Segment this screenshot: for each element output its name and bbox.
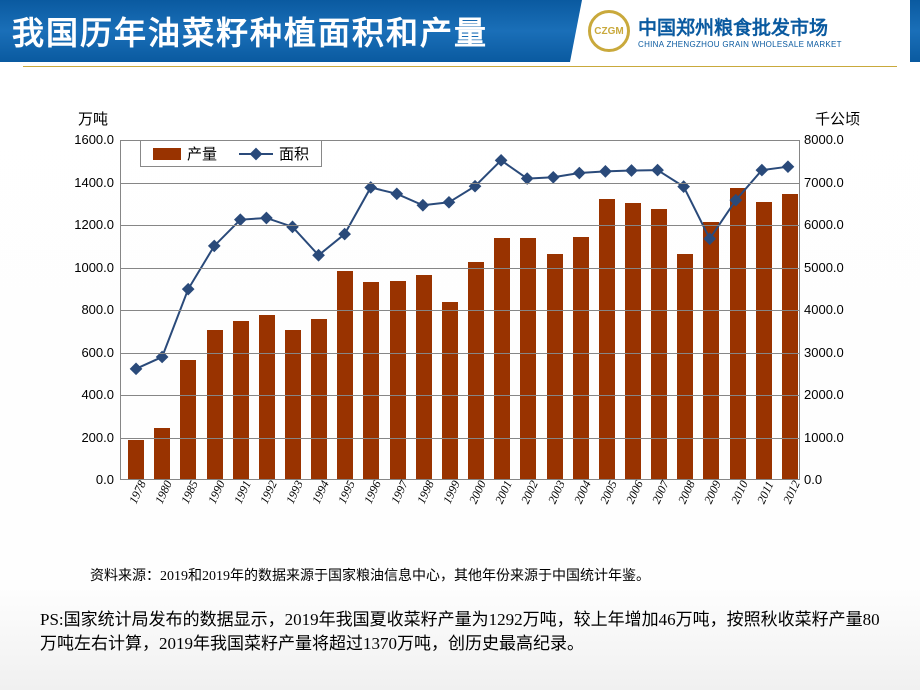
plot-area: 0.00.0200.01000.0400.02000.0600.03000.08… (120, 140, 800, 480)
source-note: 资料来源：2019和2019年的数据来源于国家粮油信息中心，其他年份来源于中国统… (90, 565, 650, 585)
line-marker (703, 232, 716, 245)
y-left-tick: 0.0 (59, 472, 114, 487)
line-path (136, 160, 788, 368)
y-left-label: 万吨 (78, 108, 108, 129)
line-marker (599, 165, 612, 178)
gridline (121, 353, 799, 354)
header-bar: 我国历年油菜籽种植面积和产量 CZGM 中国郑州粮食批发市场 CHINA ZHE… (0, 0, 920, 62)
line-marker (782, 160, 795, 173)
x-tick: 1995 (335, 478, 359, 506)
logo-text: 中国郑州粮食批发市场 CHINA ZHENGZHOU GRAIN WHOLESA… (638, 13, 842, 49)
x-tick: 1991 (231, 478, 255, 506)
y-right-tick: 5000.0 (804, 260, 859, 275)
x-tick: 2007 (649, 478, 673, 506)
y-left-tick: 1400.0 (59, 175, 114, 190)
gold-divider (23, 66, 897, 67)
line-marker (182, 283, 195, 296)
logo-icon: CZGM (588, 10, 630, 52)
y-right-tick: 7000.0 (804, 175, 859, 190)
line-marker (390, 187, 403, 200)
y-left-tick: 1000.0 (59, 260, 114, 275)
x-tick: 2008 (675, 478, 699, 506)
x-tick: 1990 (205, 478, 229, 506)
x-tick: 1978 (126, 478, 150, 506)
ps-note: PS:国家统计局发布的数据显示，2019年我国夏收菜籽产量为1292万吨，较上年… (40, 608, 880, 656)
x-tick: 2009 (701, 478, 725, 506)
x-tick: 2000 (466, 478, 490, 506)
y-right-tick: 2000.0 (804, 387, 859, 402)
x-tick: 1980 (152, 478, 176, 506)
gridline (121, 225, 799, 226)
legend-label-bar: 产量 (187, 143, 217, 164)
line-marker (443, 196, 456, 209)
x-tick: 1997 (388, 478, 412, 506)
y-right-tick: 3000.0 (804, 345, 859, 360)
x-tick: 2005 (597, 478, 621, 506)
slide: 我国历年油菜籽种植面积和产量 CZGM 中国郑州粮食批发市场 CHINA ZHE… (0, 0, 920, 690)
x-tick: 2010 (728, 478, 752, 506)
y-left-tick: 800.0 (59, 302, 114, 317)
x-tick: 2001 (492, 478, 516, 506)
y-right-tick: 0.0 (804, 472, 859, 487)
x-tick: 1994 (309, 478, 333, 506)
x-tick: 1985 (178, 478, 202, 506)
x-tick: 2002 (518, 478, 542, 506)
line-marker (651, 164, 664, 177)
x-tick: 1999 (440, 478, 464, 506)
line-marker (130, 362, 143, 375)
x-tick: 1998 (414, 478, 438, 506)
gridline (121, 395, 799, 396)
gridline (121, 268, 799, 269)
gridline (121, 438, 799, 439)
page-title: 我国历年油菜籽种植面积和产量 (12, 8, 488, 54)
logo-area: CZGM 中国郑州粮食批发市场 CHINA ZHENGZHOU GRAIN WH… (570, 0, 910, 62)
line-marker (417, 199, 430, 212)
x-tick: 2011 (754, 479, 777, 506)
logo-en: CHINA ZHENGZHOU GRAIN WHOLESALE MARKET (638, 40, 842, 49)
x-tick: 1993 (283, 478, 307, 506)
x-tick: 1996 (361, 478, 385, 506)
gridline (121, 183, 799, 184)
y-left-tick: 1200.0 (59, 217, 114, 232)
legend-item-bar: 产量 (153, 143, 217, 164)
legend: 产量 面积 (140, 140, 322, 167)
y-left-tick: 200.0 (59, 430, 114, 445)
y-left-tick: 600.0 (59, 345, 114, 360)
legend-label-line: 面积 (279, 143, 309, 164)
x-tick: 2012 (780, 478, 804, 506)
x-tick: 2003 (545, 478, 569, 506)
y-right-tick: 6000.0 (804, 217, 859, 232)
legend-item-line: 面积 (239, 143, 309, 164)
legend-swatch-bar (153, 148, 181, 160)
x-tick: 1992 (257, 478, 281, 506)
line-marker (573, 167, 586, 180)
y-right-label: 千公顷 (815, 108, 860, 129)
x-tick: 2006 (623, 478, 647, 506)
y-right-tick: 1000.0 (804, 430, 859, 445)
y-right-tick: 8000.0 (804, 132, 859, 147)
x-tick: 2004 (571, 478, 595, 506)
logo-cn: 中国郑州粮食批发市场 (638, 13, 842, 40)
y-right-tick: 4000.0 (804, 302, 859, 317)
y-left-tick: 1600.0 (59, 132, 114, 147)
legend-swatch-line (239, 153, 273, 155)
line-marker (625, 164, 638, 177)
y-left-tick: 400.0 (59, 387, 114, 402)
line-marker (260, 212, 273, 225)
gridline (121, 310, 799, 311)
